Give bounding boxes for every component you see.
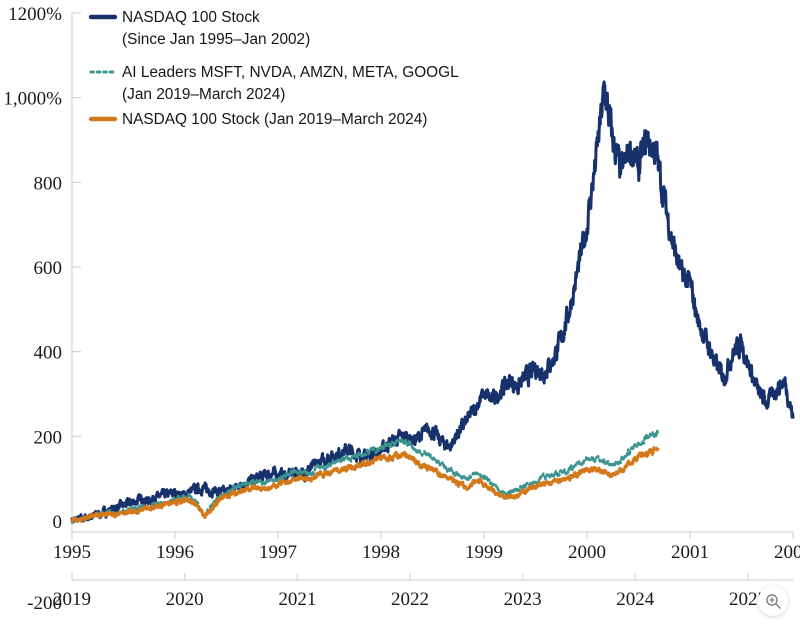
x-tick-label-secondary: 2024 (616, 589, 655, 610)
x-tick-label-primary: 2002 (774, 542, 800, 563)
y-tick-label: 0 (53, 512, 63, 533)
y-axis: 1200% 1,000% 800 600 400 200 0 -200 (3, 4, 81, 614)
x-tick-label-secondary: 2022 (391, 589, 429, 610)
x-tick-label-secondary: 2020 (166, 589, 204, 610)
x-axis-secondary: 2019 2020 2021 2022 2023 2024 2025 (53, 573, 793, 610)
y-tick-label: 1200% (8, 4, 62, 25)
legend-label-line1: AI Leaders MSFT, NVDA, AMZN, META, GOOGL (122, 64, 459, 81)
x-tick-label-secondary: 2023 (504, 589, 542, 610)
legend-item-1: AI Leaders MSFT, NVDA, AMZN, META, GOOGL… (89, 64, 459, 103)
legend-label-line2: (Since Jan 1995–Jan 2002) (122, 31, 310, 48)
x-tick-label-primary: 1997 (259, 542, 297, 563)
y-tick-label: 400 (34, 343, 63, 364)
zoom-in-button[interactable] (758, 586, 788, 616)
x-axis-primary: 1995 1996 1997 1998 1999 2000 2001 2002 (53, 531, 800, 563)
chart-legend: NASDAQ 100 Stock (Since Jan 1995–Jan 2002… (88, 9, 459, 128)
data-series-group (70, 80, 795, 525)
series-line-2 (70, 446, 660, 523)
x-tick-label-primary: 1995 (53, 542, 91, 563)
y-tick-label: 600 (34, 258, 63, 279)
x-tick-label-secondary: 2021 (278, 589, 316, 610)
legend-label-line1: NASDAQ 100 Stock (Jan 2019–March 2024) (122, 111, 427, 128)
y-tick-label: 1,000% (3, 89, 62, 110)
legend-item-0: NASDAQ 100 Stock (Since Jan 1995–Jan 2002… (88, 9, 310, 48)
series-line-1 (70, 429, 660, 525)
legend-label-line2: (Jan 2019–March 2024) (122, 86, 285, 103)
x-tick-label-primary: 1996 (156, 542, 194, 563)
x-tick-label-primary: 1999 (465, 542, 503, 563)
y-tick-label: 800 (34, 173, 63, 194)
x-tick-label-secondary: 2019 (53, 589, 91, 610)
x-tick-label-primary: 1998 (362, 542, 400, 563)
x-tick-label-primary: 2000 (568, 542, 606, 563)
y-tick-label: -200 (27, 593, 62, 614)
x-tick-label-secondary: 2025 (729, 589, 767, 610)
legend-item-2: NASDAQ 100 Stock (Jan 2019–March 2024) (88, 111, 427, 128)
series-line-0 (70, 80, 795, 524)
magnifier-plus-icon (765, 593, 781, 609)
legend-label-line1: NASDAQ 100 Stock (122, 9, 260, 26)
y-tick-label: 200 (34, 427, 63, 448)
x-tick-label-primary: 2001 (671, 542, 709, 563)
